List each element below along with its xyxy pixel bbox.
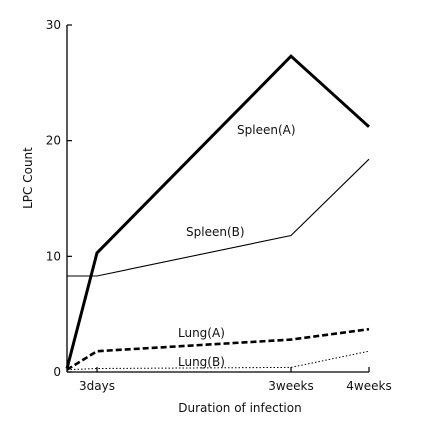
x-tick-label: 3days xyxy=(79,379,115,393)
series-label-spleen-b: Spleen(B) xyxy=(186,225,245,239)
series-label-lung-a: Lung(A) xyxy=(178,326,225,340)
labels-layer: Duration of infection LPC Count Spleen(A) S… xyxy=(21,123,302,415)
series-label-spleen-a: Spleen(A) xyxy=(237,123,296,137)
series-line-lung-b xyxy=(66,350,370,371)
y-tick-label: 30 xyxy=(46,18,61,32)
x-axis-title: Duration of infection xyxy=(178,401,301,415)
y-axis-title: LPC Count xyxy=(21,147,35,209)
series-line-spleen-b xyxy=(67,158,370,277)
axes: 0 10 20 30 3days 3weeks 4weeks xyxy=(46,18,392,393)
x-tick-label: 3weeks xyxy=(268,379,313,393)
y-tick-label: 20 xyxy=(46,134,61,148)
y-tick-label: 10 xyxy=(46,249,61,263)
series-line-spleen-a xyxy=(65,54,371,369)
x-tick-label: 4weeks xyxy=(346,379,391,393)
series-layer xyxy=(65,54,371,371)
y-tick-label: 0 xyxy=(53,365,61,379)
series-label-lung-b: Lung(B) xyxy=(178,355,225,369)
